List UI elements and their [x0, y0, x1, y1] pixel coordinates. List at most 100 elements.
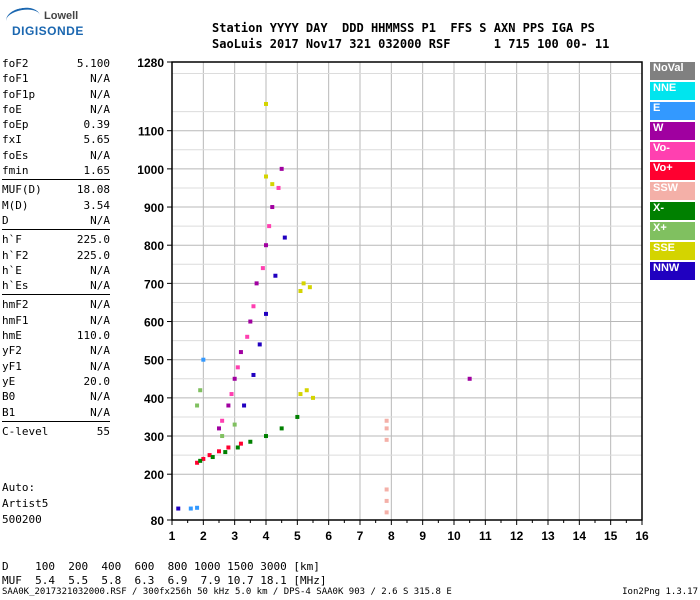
param-label: h`F	[2, 233, 22, 247]
param-value: N/A	[90, 359, 110, 373]
auto-program: Artist5	[2, 497, 49, 510]
autoscaling-info: Auto: Artist5 500200	[2, 480, 48, 528]
param-label: foE	[2, 102, 22, 116]
param-label: foF1	[2, 72, 29, 86]
x-tick-label: 15	[604, 529, 618, 543]
y-tick-label: 1100	[138, 125, 164, 139]
param-label: MUF(D)	[2, 183, 42, 197]
echo-point	[467, 376, 472, 381]
x-tick-label: 11	[479, 529, 492, 543]
auto-label: Auto:	[2, 481, 36, 494]
echo-point	[217, 449, 221, 454]
x-tick-label: 9	[419, 529, 426, 543]
echo-point	[384, 426, 389, 431]
x-tick-label: 3	[231, 529, 238, 543]
echo-point	[223, 450, 228, 455]
param-value: 5.65	[83, 133, 111, 147]
param-label: foEp	[2, 118, 29, 132]
software-version: Ion2Png 1.3.17	[622, 587, 698, 597]
echo-point	[384, 510, 389, 515]
echo-point	[248, 439, 253, 444]
param-value: N/A	[90, 390, 110, 404]
echo-point	[245, 334, 250, 339]
station-header: Station YYYY DAY DDD HHMMSS P1 FFS S AXN…	[212, 20, 609, 52]
chart-points	[176, 101, 472, 515]
echo-point	[264, 243, 268, 248]
echo-point	[198, 458, 203, 463]
x-tick-label: 14	[573, 529, 587, 543]
param-row: h`E N/A	[2, 263, 110, 278]
echo-point	[260, 266, 265, 271]
param-value: 20.0	[83, 374, 111, 388]
param-row: foF1 N/A	[2, 71, 110, 86]
legend-item: NNE	[650, 82, 695, 100]
digisonde-logo: Lowell DIGISONDE	[4, 5, 114, 46]
legend-item: E	[650, 102, 695, 120]
param-row: foE N/A	[2, 102, 110, 117]
param-label: foF2	[2, 57, 29, 70]
echo-point	[295, 414, 300, 419]
param-row: foEp 0.39	[2, 117, 110, 132]
param-value: 225.0	[76, 233, 110, 247]
echo-point	[220, 418, 225, 423]
x-tick-label: 8	[388, 529, 395, 543]
param-separator	[2, 294, 110, 296]
distance-row: D 100 200 400 600 800 1000 1500 3000 [km…	[2, 560, 320, 573]
param-separator	[2, 229, 110, 231]
echo-point	[264, 174, 268, 179]
echo-point	[207, 453, 212, 458]
file-info-text: SAA0K_2017321032000.RSF / 300fx256h 50 k…	[2, 587, 452, 597]
chart-ticks: 1 2 3 4 5 6 7 8 9 10 11 12 13 14 15 1680200300400500600…	[137, 56, 649, 543]
echo-point	[232, 376, 237, 381]
echo-point	[195, 460, 200, 465]
param-value: 110.0	[76, 329, 110, 343]
echo-point	[235, 365, 240, 370]
echo-point	[384, 487, 389, 492]
echo-point	[251, 304, 256, 309]
y-tick-label: 300	[144, 430, 164, 444]
legend-item: X-	[650, 202, 695, 220]
param-label: yF2	[2, 344, 22, 358]
header-row-values: SaoLuis 2017 Nov17 321 032000 RSF 1 715 …	[212, 37, 610, 51]
param-row: B1 N/A	[2, 405, 110, 420]
param-row: hmF2 N/A	[2, 297, 110, 312]
echo-point	[238, 350, 243, 355]
param-row: fmin 1.65	[2, 163, 110, 178]
x-tick-label: 12	[510, 529, 524, 543]
param-row: B0 N/A	[2, 389, 110, 404]
param-row: foF2 5.100	[2, 56, 110, 71]
param-value: 5.100	[76, 57, 110, 70]
legend-item: SSE	[650, 242, 695, 260]
auto-version: 500200	[2, 513, 42, 526]
param-row: D N/A	[2, 213, 110, 228]
echo-point	[195, 403, 200, 408]
param-label: M(D)	[2, 198, 29, 212]
param-row: h`F2 225.0	[2, 248, 110, 263]
param-label: fxI	[2, 133, 22, 147]
param-value: 1.65	[83, 164, 111, 178]
param-value: N/A	[90, 148, 110, 162]
echo-point	[270, 182, 275, 187]
param-label: h`F2	[2, 248, 29, 262]
param-label: h`E	[2, 263, 22, 277]
x-tick-label: 2	[200, 529, 207, 543]
echo-point	[276, 185, 281, 190]
legend-item: NNW	[650, 262, 695, 280]
echo-point	[301, 281, 306, 286]
echo-point	[384, 498, 389, 503]
param-row: M(D) 3.54	[2, 198, 110, 213]
y-tick-label: 800	[144, 239, 164, 253]
param-label: foF1p	[2, 87, 36, 101]
muf-distance-table: D 100 200 400 600 800 1000 1500 3000 [km…	[2, 560, 327, 588]
scaled-parameters-panel: foF2 5.100 foF1 N/A foF1p N/A foE N/A foEp 0.39 fx…	[2, 56, 110, 439]
param-value: 225.0	[76, 248, 110, 262]
legend-item: NoVal	[650, 62, 695, 80]
param-row: yF1 N/A	[2, 359, 110, 374]
param-label: foEs	[2, 148, 29, 162]
echo-point	[226, 445, 231, 450]
echo-point	[264, 434, 268, 439]
echo-point	[384, 418, 389, 423]
echo-point	[242, 403, 247, 408]
echo-point	[311, 395, 315, 400]
echo-point	[226, 403, 231, 408]
